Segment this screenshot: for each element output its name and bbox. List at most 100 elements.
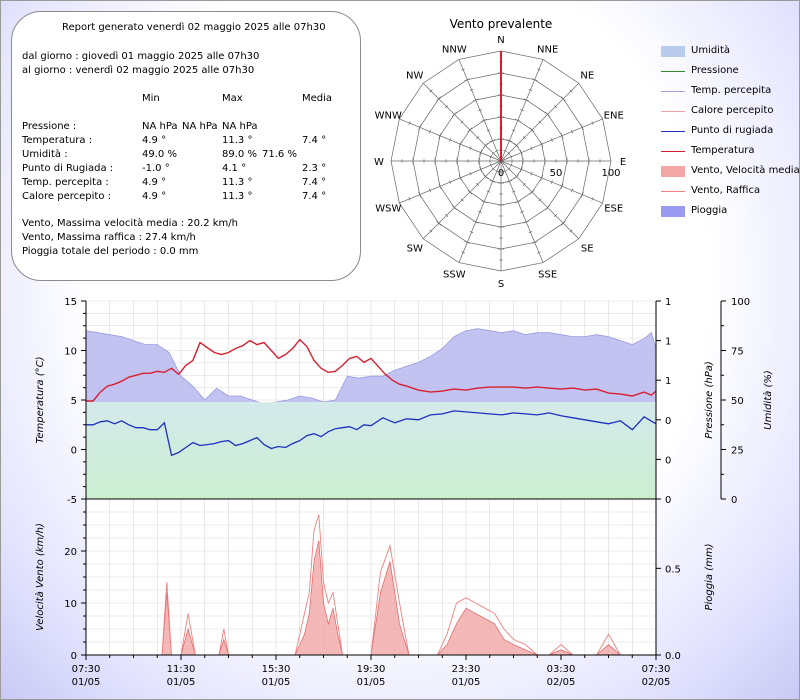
- legend-swatch: [661, 166, 685, 177]
- report-min-cell: NA hPa: [142, 121, 178, 132]
- x-tick-date-label: 01/05: [452, 677, 481, 688]
- rose-tick: [469, 171, 472, 176]
- rose-dir-label: ENE: [604, 110, 624, 121]
- y-tick-right2-label: 75: [731, 347, 744, 358]
- rose-dir-label: E: [620, 157, 626, 168]
- rose-dir-label: WSW: [375, 204, 401, 215]
- rose-dir-label: NE: [580, 71, 594, 82]
- x-tick-time-label: 15:30: [262, 664, 291, 675]
- rose-tick: [418, 191, 422, 198]
- rose-dir-label: NW: [406, 71, 423, 82]
- rose-tick: [514, 118, 521, 122]
- rose-tick: [494, 170, 499, 173]
- y-label-temperature: Temperatura (°C): [35, 357, 46, 444]
- legend-label: Punto di rugiada: [691, 125, 774, 136]
- y-tick-right2-label: 100: [731, 297, 750, 308]
- rose-tick: [489, 179, 496, 183]
- x-tick-time-label: 07:30: [72, 664, 101, 675]
- wind-rose-chart: N NNE NE ENE E ESE SE SSE S SSW SW WSW W WNW NW NNW 0 50 1…: [374, 35, 626, 290]
- rose-radial-label: 0: [498, 168, 504, 179]
- y-tick-right2-label: 0: [731, 495, 737, 506]
- rose-tick: [451, 205, 457, 211]
- rose-dir-label: SSW: [443, 270, 466, 281]
- rose-dir-label: W: [374, 157, 384, 168]
- rose-tick: [486, 190, 491, 193]
- x-tick-date-label: 01/05: [357, 677, 386, 688]
- report-label-cell: Temperatura :: [22, 135, 93, 146]
- report-label-cell: Calore percepito :: [22, 191, 111, 202]
- rose-tick: [530, 171, 533, 176]
- rose-tick: [479, 149, 483, 156]
- report-max-cell: 4.1 °: [222, 163, 247, 174]
- rose-tick: [428, 188, 431, 193]
- y-tick-right1-label: 1: [665, 297, 671, 308]
- legend-label: Temp. percepita: [691, 85, 772, 96]
- legend-swatch: [661, 206, 685, 217]
- report-avg-cell: 7.4 °: [302, 177, 327, 188]
- rose-tick: [494, 149, 499, 152]
- report-max-cell: 11.3 °: [222, 177, 253, 188]
- report-max-cell: 11.3 °: [222, 135, 253, 146]
- rose-tick: [511, 129, 516, 132]
- y-tick-rain-label: 0.0: [665, 651, 681, 662]
- x-tick-date-label: 01/05: [167, 677, 196, 688]
- rose-tick: [479, 166, 483, 173]
- report-to: al giorno : venerdì 02 maggio 2025 alle …: [22, 65, 255, 76]
- rose-tick: [491, 167, 495, 171]
- rose-tick: [503, 170, 508, 173]
- legend-label: Calore percepito: [691, 105, 774, 116]
- report-avg-cell: 7.4 °: [302, 191, 327, 202]
- rose-tick: [429, 229, 433, 233]
- rose-dir-label: N: [497, 35, 504, 46]
- x-tick-date-label: 01/05: [72, 677, 101, 688]
- report-min-cell: 49.0 %: [142, 149, 177, 160]
- report-avg-cell: 7.4 °: [302, 135, 327, 146]
- legend-swatch: [661, 46, 685, 57]
- rose-tick: [523, 220, 530, 224]
- rose-tick: [467, 127, 473, 133]
- rose-tick: [522, 182, 526, 186]
- y-tick-left-label: -5: [67, 495, 77, 506]
- x-tick-time-label: 19:30: [357, 664, 386, 675]
- rose-tick: [483, 143, 488, 148]
- y-label-wind: Velocità Vento (km/h): [34, 523, 46, 631]
- rose-tick: [464, 240, 471, 244]
- legend-line: [661, 91, 685, 92]
- rose-tick: [467, 189, 473, 195]
- temperature-line: [86, 338, 657, 402]
- rose-tick: [476, 136, 480, 140]
- legend-label: Vento, Velocità media: [691, 165, 800, 176]
- rose-dir-label: SE: [581, 243, 594, 254]
- legend-line: [661, 191, 685, 192]
- y-tick-left-label: 10: [64, 347, 77, 358]
- legend-label: Pioggia: [691, 205, 728, 216]
- y-tick-wind-label: 10: [64, 599, 77, 610]
- pressure-band: [86, 401, 656, 499]
- rose-tick: [461, 68, 465, 71]
- rose-tick: [503, 149, 508, 152]
- rose-tick: [531, 240, 538, 244]
- legend-label: Umidità: [691, 45, 731, 56]
- rose-dir-label: S: [498, 279, 504, 290]
- legend-label: Vento, Raffica: [691, 185, 761, 196]
- rose-tick: [510, 163, 513, 168]
- rose-tick: [569, 229, 573, 233]
- rose-tick: [529, 189, 535, 195]
- rose-tick: [511, 190, 516, 193]
- rose-tick: [464, 78, 471, 82]
- y-tick-left-label: 15: [64, 297, 77, 308]
- rose-tick: [481, 118, 488, 122]
- x-tick-date-label: 02/05: [642, 677, 671, 688]
- y-tick-right2-label: 25: [731, 446, 744, 457]
- rose-tick: [580, 124, 584, 131]
- rose-dir-label: SW: [407, 243, 423, 254]
- rose-tick: [537, 68, 541, 71]
- rose-tick: [520, 210, 524, 213]
- rose-tick: [528, 231, 533, 234]
- x-tick-time-label: 03:30: [547, 664, 576, 675]
- rose-tick: [560, 96, 566, 102]
- rose-tick: [481, 200, 488, 204]
- wind-rose-title: Vento prevalente: [449, 17, 553, 31]
- rose-tick: [507, 151, 511, 155]
